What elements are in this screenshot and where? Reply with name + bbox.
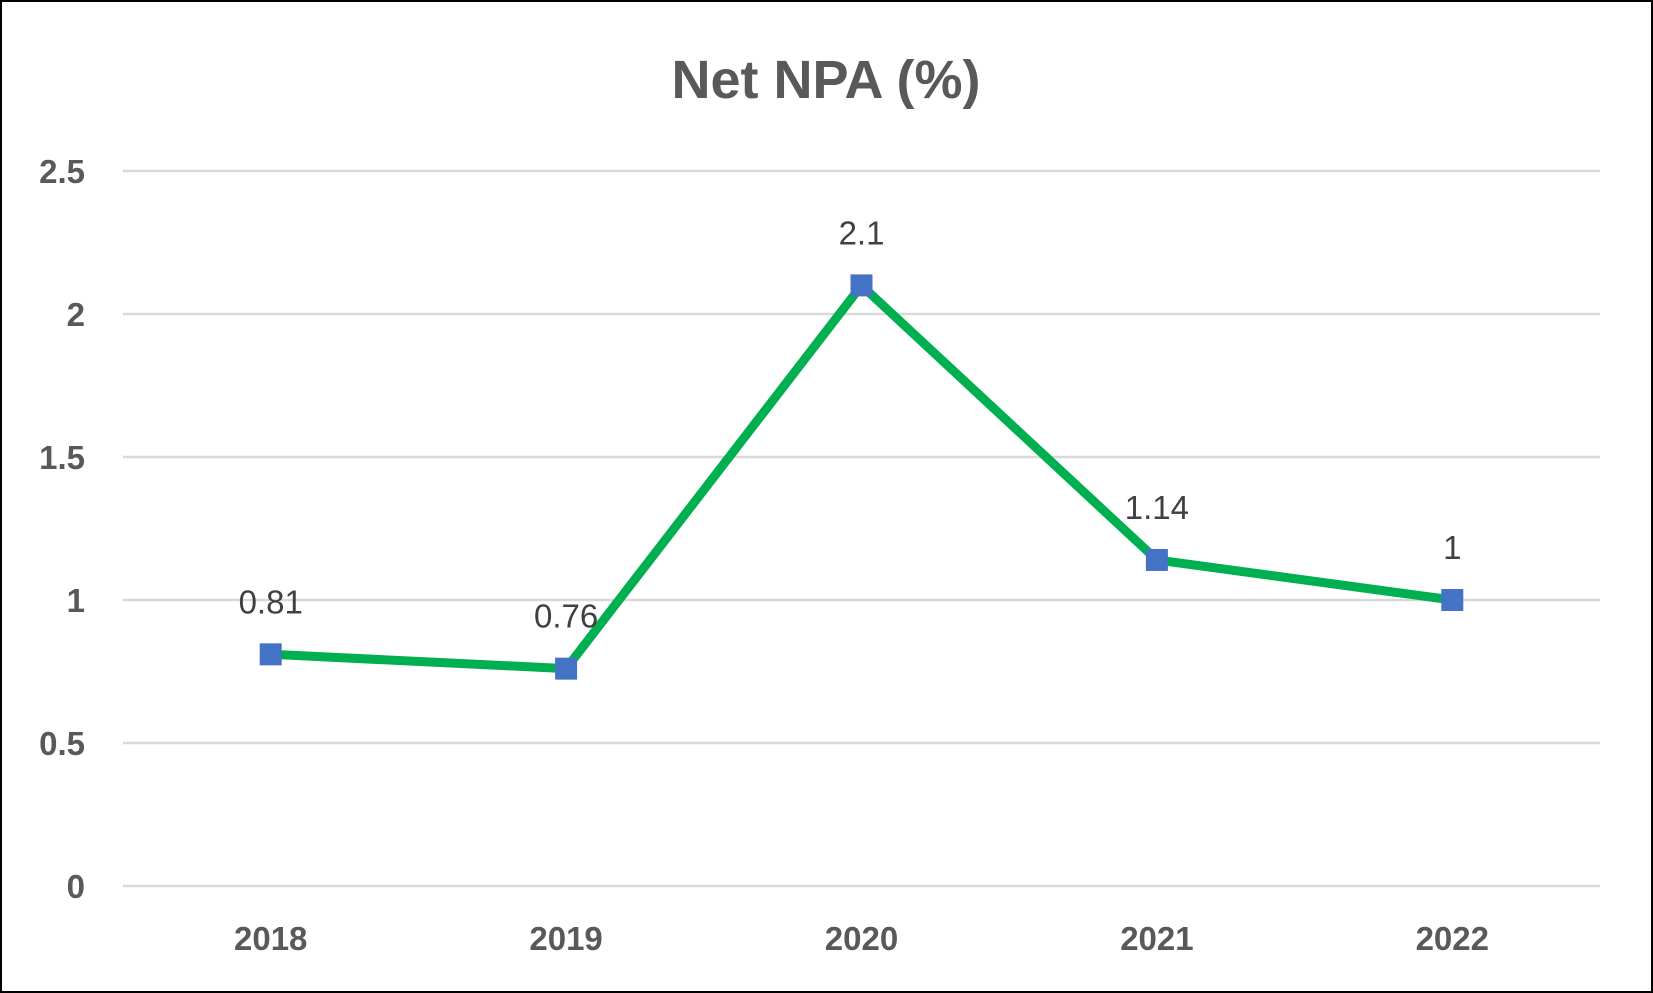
y-tick-label: 0.5 [39, 725, 85, 762]
y-tick-label: 1 [67, 582, 85, 619]
data-label: 1 [1443, 529, 1461, 566]
data-point-marker [555, 657, 578, 680]
y-tick-label: 0 [67, 868, 85, 905]
series-line [270, 278, 1453, 674]
x-axis-ticks: 2018 2019 2020 2021 2022 [234, 920, 1489, 957]
chart-title: Net NPA (%) [672, 50, 981, 110]
data-point-marker [259, 643, 282, 666]
data-label: 2.1 [839, 214, 885, 251]
data-point-marker [1145, 548, 1168, 571]
y-tick-label: 1.5 [39, 439, 85, 476]
series [259, 274, 1464, 680]
data-point-marker [850, 274, 873, 297]
y-tick-label: 2.5 [39, 153, 85, 190]
data-label: 0.81 [239, 583, 303, 620]
data-point-marker [1441, 589, 1464, 611]
x-tick-label: 2022 [1416, 920, 1489, 957]
data-labels: 0.81 0.76 2.1 1.14 1 [239, 214, 1462, 634]
y-tick-label: 2 [67, 296, 85, 333]
y-axis-ticks: 0 0.5 1 1.5 2 2.5 [39, 153, 85, 905]
x-tick-label: 2018 [234, 920, 307, 957]
x-tick-label: 2021 [1120, 920, 1193, 957]
data-label: 0.76 [534, 598, 598, 635]
x-tick-label: 2020 [825, 920, 898, 957]
gridlines [123, 169, 1600, 888]
x-tick-label: 2019 [529, 920, 602, 957]
data-label: 1.14 [1125, 489, 1189, 526]
